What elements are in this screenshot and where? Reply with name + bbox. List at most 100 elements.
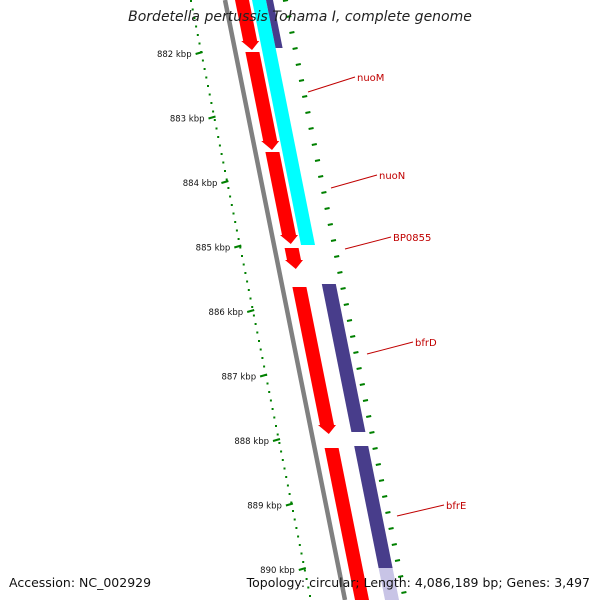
scale-dot — [258, 340, 260, 342]
scale-dot — [201, 59, 204, 62]
scale-dot — [273, 416, 276, 419]
scale-dot — [254, 323, 257, 325]
scale-dot — [309, 595, 311, 597]
scale-dot — [215, 127, 218, 130]
accession-text: Accession: NC_002929 — [9, 575, 152, 590]
cyan-feature — [252, 0, 276, 48]
map-title: Bordetella pertussis Tohama I, complete … — [128, 9, 472, 25]
scale-dash — [340, 287, 346, 290]
scale-dash — [302, 95, 308, 98]
scale-dot — [256, 331, 259, 334]
scale-dot — [275, 425, 277, 427]
scale-dash — [398, 575, 404, 578]
scale-dot — [269, 399, 272, 402]
scale-dash — [385, 511, 391, 514]
scale-dot — [276, 433, 279, 436]
scale-dot — [220, 153, 223, 155]
scale-dot — [218, 144, 221, 147]
scale-dot — [298, 544, 301, 546]
kbp-label: 882 kbp — [157, 50, 192, 60]
scale-dash — [289, 31, 295, 34]
scale-dash — [308, 127, 314, 130]
scale-dot — [207, 85, 209, 87]
scale-dot — [307, 586, 310, 589]
kbp-tick — [208, 115, 216, 120]
scale-dot — [251, 306, 254, 308]
kbp-tick — [272, 438, 281, 442]
scale-dot — [235, 229, 238, 232]
gene-label-nuoM: nuoM — [357, 73, 384, 84]
gene-label-BP0855: BP0855 — [393, 233, 431, 244]
scale-dot — [196, 34, 199, 36]
scale-dot — [242, 263, 245, 266]
kbp-label: 890 kbp — [260, 566, 295, 576]
cds-arrow — [324, 448, 369, 600]
scale-dash — [375, 463, 381, 466]
scale-dot — [191, 8, 194, 11]
scale-dash — [366, 415, 372, 418]
cds-arrow — [292, 287, 336, 434]
scale-dot — [266, 382, 269, 385]
genome-summary-text: Topology: circular; Length: 4,086,189 bp… — [246, 575, 590, 590]
scale-dash — [286, 15, 292, 18]
scale-dash — [327, 223, 333, 226]
kbp-label: 883 kbp — [170, 115, 205, 125]
scale-dot — [224, 170, 226, 172]
scale-dot — [261, 357, 264, 359]
scale-dash — [311, 143, 317, 146]
gene-leader-line — [307, 76, 356, 93]
scale-dot — [280, 450, 283, 453]
purple-feature — [354, 446, 393, 568]
scale-dash — [298, 79, 305, 82]
purple-feature — [266, 0, 283, 48]
scale-dot — [229, 195, 232, 198]
scale-dot — [292, 510, 294, 512]
scale-dot — [241, 255, 243, 257]
scale-dot — [217, 136, 220, 138]
scale-dot — [222, 161, 225, 164]
scale-dash — [330, 239, 337, 242]
cyan-feature — [261, 48, 296, 146]
kbp-tick — [259, 373, 268, 378]
kbp-tick — [298, 567, 307, 571]
kbp-tick — [246, 309, 255, 313]
scale-dot — [293, 518, 296, 521]
cds-arrow — [265, 152, 298, 244]
scale-dot — [278, 442, 281, 444]
scale-dot — [237, 238, 240, 240]
purple-feature — [378, 568, 399, 600]
scale-dash — [318, 175, 324, 178]
scale-dot — [203, 68, 206, 70]
kbp-label: 886 kbp — [209, 308, 244, 318]
cyan-feature — [281, 146, 315, 245]
scale-dot — [234, 221, 237, 223]
scale-dash — [388, 527, 394, 530]
scale-dash — [372, 447, 378, 450]
scale-dot — [252, 314, 255, 317]
scale-dash — [362, 399, 369, 402]
cds-arrow — [245, 52, 280, 150]
kbp-tick — [221, 180, 229, 184]
cds-arrow — [284, 248, 303, 269]
scale-dot — [263, 365, 266, 368]
kbp-tick — [234, 244, 242, 249]
scale-dot — [205, 76, 208, 79]
kbp-tick — [285, 502, 294, 507]
gene-label-nuoN: nuoN — [379, 171, 405, 182]
kbp-label: 888 kbp — [234, 437, 269, 447]
purple-feature — [321, 284, 366, 432]
scale-dash — [350, 335, 356, 338]
scale-dot — [213, 119, 216, 121]
scale-dash — [401, 591, 407, 594]
scale-dot — [259, 348, 262, 351]
scale-dot — [247, 289, 250, 291]
scale-dot — [290, 501, 293, 504]
scale-dot — [300, 552, 303, 555]
scale-dash — [391, 543, 397, 546]
scale-dash — [321, 191, 327, 194]
scale-dash — [359, 383, 365, 386]
gene-leader-line — [396, 504, 445, 517]
scale-dash — [382, 495, 388, 498]
scale-dot — [283, 467, 286, 470]
